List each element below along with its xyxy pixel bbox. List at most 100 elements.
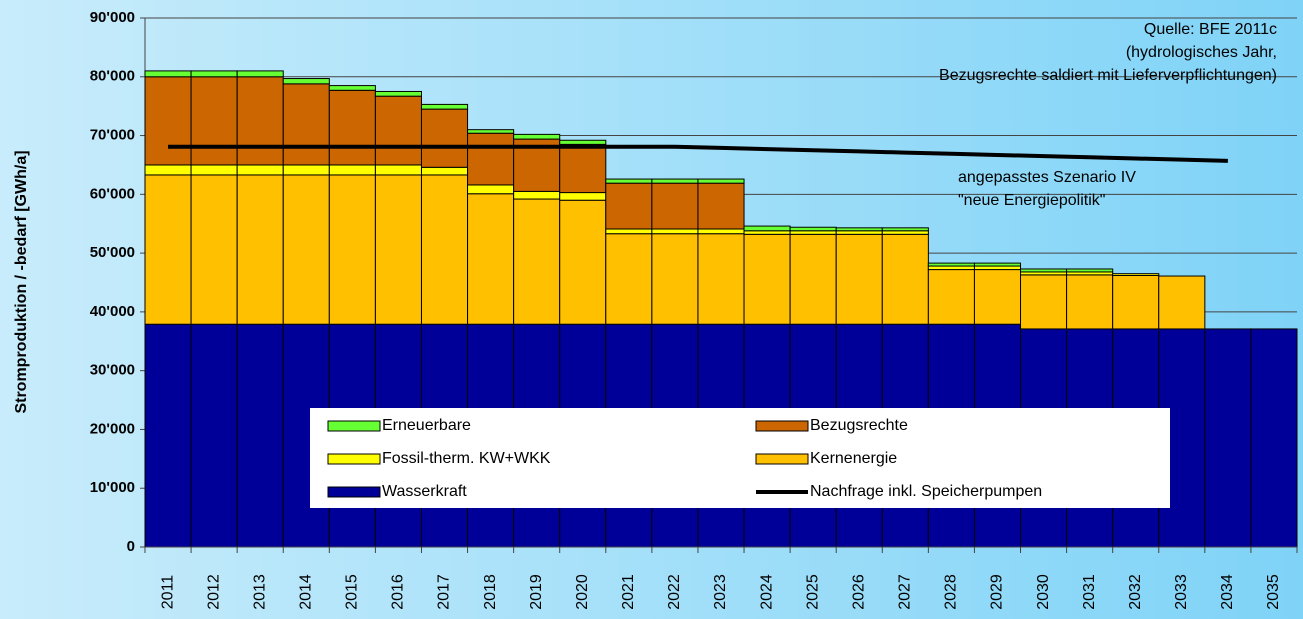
x-tick-label: 2012 [205, 574, 222, 610]
bar-segment [328, 89, 376, 166]
bar-segment [973, 265, 1022, 271]
annotation: angepasstes Szenario IV [958, 169, 1136, 186]
bar-segment [513, 133, 561, 140]
bar-segment [282, 164, 330, 176]
bar-segment [743, 225, 791, 232]
bar-segment [282, 78, 330, 85]
bar-segment [1250, 328, 1298, 548]
x-tick-label: 2033 [1173, 574, 1190, 610]
bar-segment [1020, 274, 1068, 330]
bar-segment [697, 178, 745, 184]
x-tick-label: 2019 [528, 574, 545, 610]
bar-segment [467, 129, 515, 134]
bar-segment [144, 70, 192, 78]
bar-segment [881, 227, 929, 232]
x-tick-label: 2021 [620, 574, 637, 610]
bar-segment [236, 76, 284, 166]
x-tick-label: 2030 [1035, 574, 1052, 610]
bar-segment [374, 90, 422, 97]
bar-segment [282, 83, 330, 166]
bar-segment [881, 230, 929, 235]
bar-segment [927, 269, 975, 325]
bar-segment [651, 228, 699, 235]
legend-swatch [327, 486, 381, 498]
legend-label: Fossil-therm. KW+WKK [382, 450, 551, 467]
bar-segment [420, 103, 469, 110]
bar-segment [927, 265, 975, 271]
bar-segment [743, 233, 791, 325]
bar-segment [467, 184, 515, 195]
bar-segment [328, 164, 376, 176]
bar-segment [190, 76, 238, 166]
bar-segment [651, 178, 699, 184]
bar-segment [467, 132, 515, 186]
bar-segment [559, 192, 607, 201]
y-tick-label: 40'000 [90, 303, 135, 320]
bar-segment [374, 174, 422, 325]
bar-segment [881, 233, 929, 325]
y-tick-label: 80'000 [90, 68, 135, 85]
bar-segment [236, 70, 284, 78]
bar-segment [789, 233, 837, 325]
bar-segment [328, 85, 376, 91]
bar-segment [190, 70, 238, 78]
x-tick-label: 2015 [344, 574, 361, 610]
bar-segment [605, 233, 653, 325]
annotation: "neue Energiepolitik" [958, 192, 1105, 209]
bar-segment [835, 230, 883, 235]
bar-segment [605, 178, 653, 184]
y-tick-label: 90'000 [90, 9, 135, 26]
bar-segment [927, 262, 975, 267]
bar-segment [1020, 268, 1068, 273]
bar-segment [835, 233, 883, 325]
y-tick-label: 0 [127, 538, 135, 555]
x-tick-label: 2034 [1219, 574, 1236, 610]
bar-segment [697, 228, 745, 235]
legend-label: Wasserkraft [382, 483, 467, 500]
bar-segment [835, 227, 883, 232]
bar-segment [144, 323, 192, 548]
line [168, 144, 1228, 163]
bar-segment [374, 95, 422, 166]
legend-swatch [755, 420, 809, 432]
legend-swatch [327, 453, 381, 465]
x-tick-label: 2018 [482, 574, 499, 610]
annotation: (hydrologisches Jahr, [1126, 44, 1277, 61]
x-tick-label: 2035 [1265, 574, 1282, 610]
bar-segment [559, 199, 607, 325]
bar-segment [236, 174, 284, 325]
x-tick-label: 2023 [712, 574, 729, 610]
x-tick-label: 2025 [804, 574, 821, 610]
bar-segment [1066, 274, 1114, 330]
bar-segment [190, 174, 238, 325]
x-tick-label: 2011 [159, 575, 176, 610]
y-tick-label: 30'000 [90, 362, 135, 379]
x-tick-label: 2017 [436, 574, 453, 610]
bar-segment [374, 164, 422, 176]
bar-segment [559, 143, 607, 194]
bar-segment [1112, 273, 1160, 276]
x-tick-label: 2028 [943, 574, 960, 610]
x-tick-label: 2013 [251, 574, 268, 610]
x-tick-label: 2029 [989, 574, 1006, 610]
bar-segment [651, 182, 699, 230]
bar-segment [973, 262, 1022, 267]
x-tick-label: 2032 [1127, 574, 1144, 610]
x-tick-label: 2014 [297, 574, 314, 610]
bar-segment [420, 166, 469, 176]
bar-segment [328, 174, 376, 325]
bar-segment [513, 190, 561, 200]
annotation: Quelle: BFE 2011c [1144, 21, 1277, 38]
bar-segment [789, 226, 837, 232]
bar-segment [236, 323, 284, 548]
bar-segment [1204, 328, 1252, 548]
bar-segment [743, 230, 791, 235]
bar-segment [651, 233, 699, 325]
x-tick-label: 2016 [390, 574, 407, 610]
bar-segment [1158, 275, 1206, 330]
bar-segment [282, 174, 330, 325]
bar-segment [420, 108, 469, 168]
annotation: Bezugsrechte saldiert mit Lieferverpflic… [939, 67, 1277, 84]
bar-segment [559, 139, 607, 145]
